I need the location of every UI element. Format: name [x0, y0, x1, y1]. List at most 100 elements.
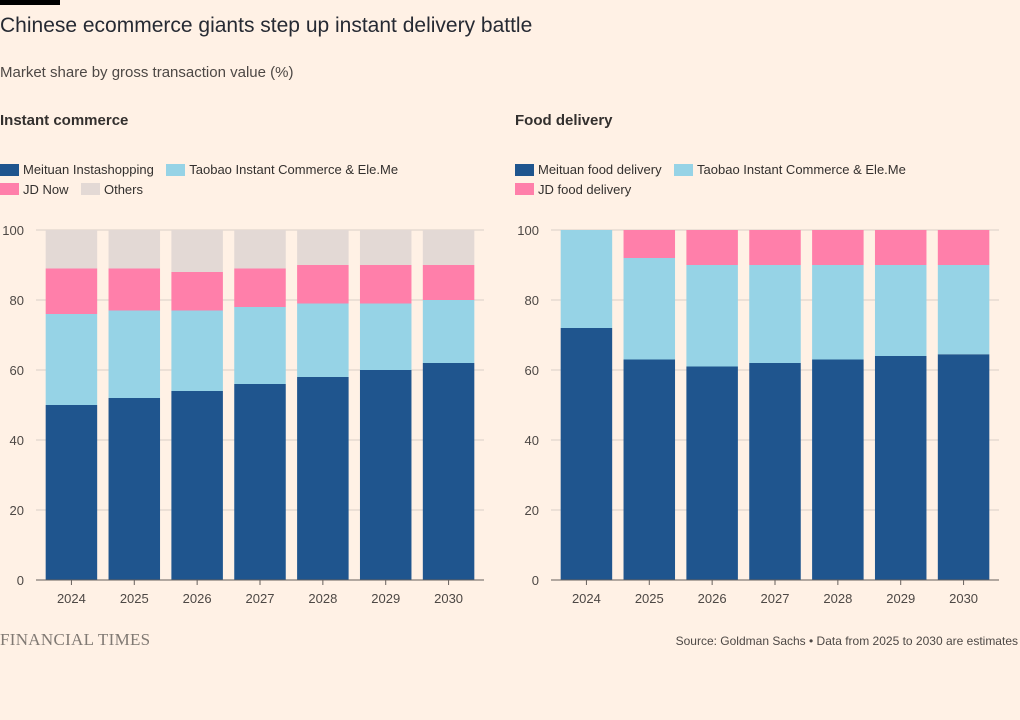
bar-segment [108, 268, 161, 311]
bar-segment [171, 272, 223, 311]
bar-segment [359, 303, 412, 370]
panel-instant-commerce: Instant commerce Meituan Instashopping T… [0, 110, 505, 610]
legend-swatch [166, 163, 186, 176]
stacked-bar-chart-instant-commerce: 0 20 40 60 80 100 2024 2025 2026 2027 2028 2029 2030 [2, 223, 484, 606]
legend-swatch [0, 183, 19, 195]
x-tick-label: 2024 [572, 591, 601, 606]
x-tick-label: 2024 [57, 591, 86, 606]
panel-food-delivery: Food delivery Meituan food delivery Taob… [515, 110, 1020, 610]
bar-segment [937, 354, 990, 580]
bar-segment [171, 230, 223, 272]
bar-segment [623, 359, 676, 580]
y-tick-label: 100 [2, 223, 24, 238]
bar-segment [874, 356, 927, 580]
bar-segment [422, 300, 475, 363]
bar-segment [686, 366, 738, 580]
bar-segment [937, 230, 990, 265]
bar-segment [171, 391, 223, 580]
y-tick-label: 40 [10, 433, 24, 448]
x-tick-label: 2027 [246, 591, 275, 606]
brand-bar [0, 0, 60, 5]
chart-title: Chinese ecommerce giants step up instant… [0, 14, 533, 37]
x-tick-label: 2029 [371, 591, 400, 606]
x-tick-label: 2025 [635, 591, 664, 606]
bar-segment [686, 230, 738, 265]
y-tick-label: 0 [17, 573, 24, 588]
legend-item: JD Now [0, 181, 69, 198]
x-tick-label: 2027 [761, 591, 790, 606]
bar-segment [359, 370, 412, 580]
bar-segment [234, 307, 286, 384]
legend-item: Taobao Instant Commerce & Ele.Me [674, 161, 906, 178]
bar-segment [45, 405, 98, 580]
bar-segment [108, 230, 161, 269]
legend-swatch [515, 183, 534, 195]
bar-segment [45, 314, 98, 405]
bar-segment [297, 265, 349, 304]
legend-item: Taobao Instant Commerce & Ele.Me [166, 161, 398, 178]
bar-segment [234, 230, 286, 269]
panel-title: Instant commerce [0, 112, 129, 129]
bar-segment [749, 265, 801, 363]
bar-segment [812, 265, 864, 360]
bar-segment [45, 230, 98, 269]
bar-segment [171, 310, 223, 391]
bar-segment [422, 265, 475, 300]
x-tick-label: 2029 [886, 591, 915, 606]
bar-segment [108, 398, 161, 580]
bar-segment [560, 230, 613, 328]
bar-segment [359, 230, 412, 265]
x-tick-label: 2028 [823, 591, 852, 606]
legend-item: JD food delivery [515, 181, 631, 198]
x-tick-label: 2026 [183, 591, 212, 606]
x-tick-label: 2026 [698, 591, 727, 606]
y-tick-label: 60 [525, 363, 539, 378]
bar-segment [560, 328, 613, 580]
legend-label: Taobao Instant Commerce & Ele.Me [189, 162, 399, 177]
bar-segment [359, 265, 412, 304]
legend-item: Others [80, 181, 143, 198]
legend-item: Meituan food delivery [515, 161, 662, 178]
bar-segment [422, 230, 475, 265]
legend-swatch [674, 163, 694, 176]
bar-segment [874, 230, 927, 265]
legend-item: Meituan Instashopping [0, 161, 154, 178]
legend-label: Meituan Instashopping [23, 162, 154, 177]
y-tick-label: 80 [525, 293, 539, 308]
panel-title: Food delivery [515, 112, 613, 129]
legend: Meituan food delivery Taobao Instant Com… [515, 161, 995, 200]
chart-subtitle: Market share by gross transaction value … [0, 64, 294, 81]
x-tick-label: 2030 [949, 591, 978, 606]
legend-swatch [80, 183, 100, 195]
legend-label: Others [103, 181, 143, 197]
y-tick-label: 40 [525, 433, 539, 448]
legend-swatch [515, 163, 534, 176]
bar-segment [623, 258, 676, 360]
legend-label: Meituan food delivery [538, 162, 662, 177]
y-tick-label: 0 [532, 573, 539, 588]
stacked-bar-chart-food-delivery: 0 20 40 60 80 100 2024 2025 2026 2027 2028 2029 2030 [517, 223, 999, 606]
ft-logo: FINANCIAL TIMES [0, 630, 151, 649]
x-tick-label: 2025 [120, 591, 149, 606]
legend-label: JD food delivery [538, 181, 632, 197]
y-tick-label: 100 [517, 223, 539, 238]
bar-segment [297, 303, 349, 377]
bar-segment [812, 230, 864, 265]
bar-segment [812, 359, 864, 580]
y-tick-label: 20 [525, 503, 539, 518]
bar-segment [297, 377, 349, 580]
bar-segment [422, 363, 475, 580]
legend: Meituan Instashopping Taobao Instant Com… [0, 161, 480, 200]
bar-segment [937, 265, 990, 355]
y-tick-label: 60 [10, 363, 24, 378]
bar-segment [45, 268, 98, 314]
x-tick-label: 2030 [434, 591, 463, 606]
source-note: Source: Goldman Sachs • Data from 2025 t… [675, 634, 1018, 648]
bar-segment [874, 265, 927, 356]
bar-segment [234, 384, 286, 580]
bar-segment [749, 230, 801, 265]
bar-segment [749, 363, 801, 580]
y-tick-label: 80 [10, 293, 24, 308]
bar-segment [686, 265, 738, 367]
bar-segment [297, 230, 349, 265]
